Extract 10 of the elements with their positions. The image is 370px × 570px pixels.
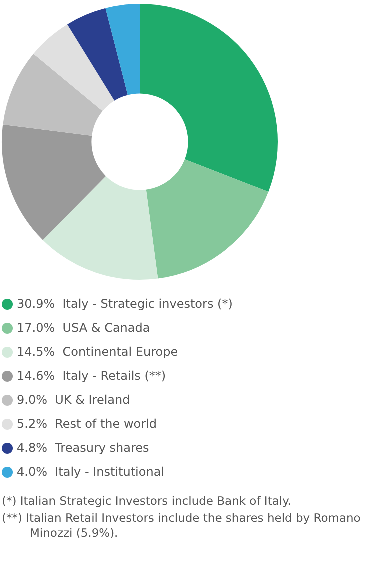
legend-label: 9.0% UK & Ireland — [17, 393, 130, 407]
legend-label: 4.8% Treasury shares — [17, 441, 150, 455]
legend-label: 17.0% USA & Canada — [17, 321, 150, 335]
legend-label: 4.0% Italy - Institutional — [17, 465, 165, 479]
legend-label: 14.6% Italy - Retails (**) — [17, 369, 166, 383]
text: (**) Italian Retail Investors include the shares held by Romano Minozzi (5.9%). — [2, 511, 362, 541]
text: (*) Italian Strategic Investors include Bank of Italy. — [2, 494, 292, 509]
legend-label: 14.5% Continental Europe — [17, 345, 178, 359]
legend-label: 30.9% Italy - Strategic investors (*) — [17, 297, 233, 311]
legend-label: 5.2% Rest of the world — [17, 417, 157, 431]
